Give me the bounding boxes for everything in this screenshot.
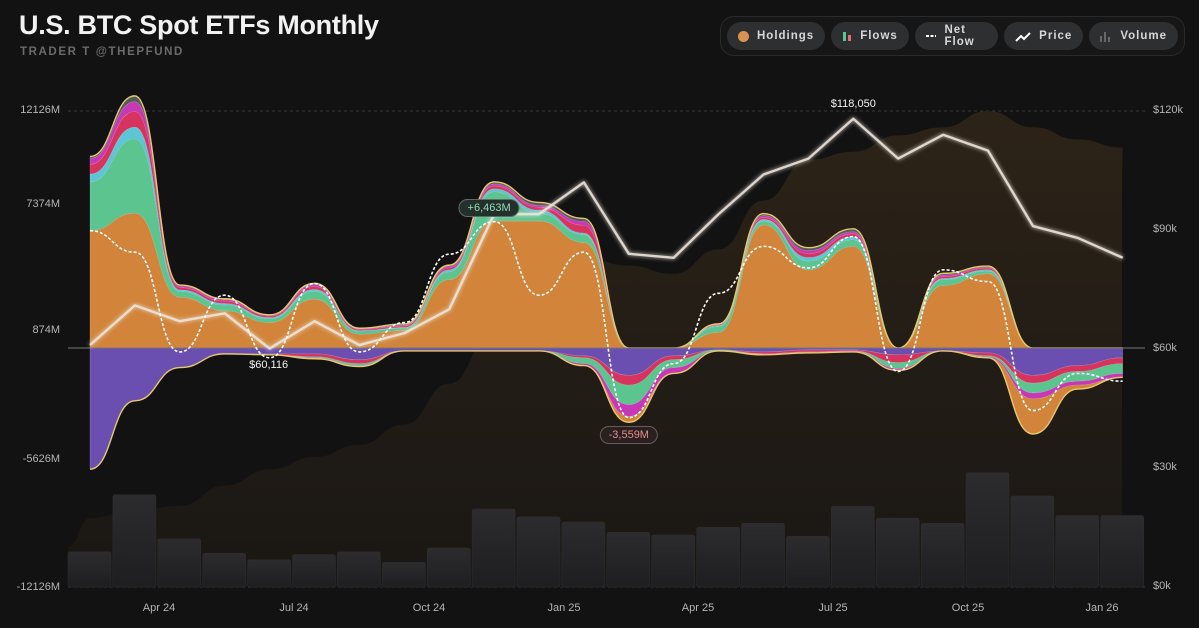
volume-bar [202,552,246,588]
series-toggle-bar: Holdings Flows Net Flow Price Volume [720,16,1185,56]
volume-bar [786,536,830,588]
max-price-label: $118,050 [830,98,876,110]
volume-bar [471,508,516,588]
toggle-net-flow[interactable]: Net Flow [914,22,999,50]
price-polyline [89,117,1124,350]
toggle-holdings[interactable]: Holdings [727,22,826,50]
volume-bar [696,526,740,588]
x-axis-tick: Oct 24 [412,602,446,614]
x-axis-tick: Oct 25 [951,602,985,614]
right-axis-tick: $0k [1153,580,1171,592]
toggle-flows-label: Flows [860,30,898,42]
toggle-flows[interactable]: Flows [831,22,909,50]
toggle-volume-label: Volume [1120,30,1167,42]
circle-dot-icon [738,30,749,42]
volume-bar [247,559,291,588]
volume-bar [651,534,695,588]
x-axis-tick: Jan 26 [1085,602,1119,614]
volume-bar [426,547,471,588]
volume-bar [1100,515,1144,588]
right-axis-tick: $120k [1153,104,1183,116]
x-axis-tick: Jul 25 [818,602,848,614]
volume-bar [875,517,920,588]
left-axis-tick: 874M [32,324,60,336]
left-axis-tick: 7374M [26,198,60,210]
net-flow-line [89,220,1123,419]
x-axis-tick: Jan 25 [547,602,581,614]
page-subtitle: TRADER T @THEPFUND [20,46,184,58]
min-net-flow-badge: -3,559M [599,426,658,444]
toggle-price[interactable]: Price [1004,22,1084,50]
x-axis-tick: Jul 24 [279,602,309,614]
volume-bar [157,538,202,588]
toggle-volume[interactable]: Volume [1089,22,1178,50]
volume-bar [606,532,651,588]
volume-bar [741,523,785,588]
right-axis-tick: $30k [1153,461,1177,473]
volume-bar [1055,515,1100,588]
volume-bars [67,472,1144,588]
left-axis-tick: 12126M [20,104,60,116]
toggle-net-flow-label: Net Flow [944,24,975,48]
price-line [89,117,1124,350]
volume-bar [561,521,606,588]
volume-bar [920,523,965,588]
volume-bar [1010,495,1055,588]
x-axis-tick: Apr 25 [681,602,715,614]
right-axis-tick: $60k [1153,342,1177,354]
toggle-holdings-label: Holdings [757,30,815,42]
dashed-line-icon [925,35,937,37]
volume-bar [337,551,381,588]
toggle-price-label: Price [1039,30,1073,42]
volume-bar [382,562,426,588]
volume-bar [831,506,875,588]
left-axis-tick: -5626M [22,453,60,465]
volume-bar [516,516,561,588]
left-axis-tick: -12126M [16,581,60,593]
right-axis-tick: $90k [1153,223,1177,235]
net-flow-path [89,220,1123,419]
page-title: U.S. BTC Spot ETFs Monthly [19,10,379,40]
volume-bar [112,494,157,588]
volume-bars-icon [1100,31,1111,42]
inflow-edge [89,95,1123,349]
bars-icon [843,31,852,41]
volume-bar [965,472,1010,588]
x-axis-tick: Apr 24 [142,602,176,614]
max-net-flow-badge: +6,463M [458,199,520,217]
trend-line-icon [1015,31,1031,42]
volume-bar [292,554,336,588]
volume-bar [67,551,112,588]
outflow-edge [89,350,1123,470]
min-price-label: $60,116 [249,359,289,371]
